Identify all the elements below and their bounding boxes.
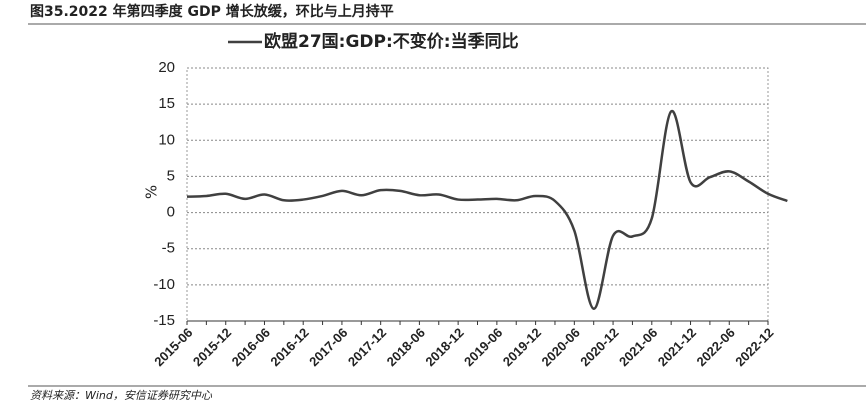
x-tick-label: 2021-06 (616, 325, 660, 369)
x-tick-label: 2020-06 (539, 325, 583, 369)
y-tick-label: 5 (167, 167, 175, 184)
legend-label: 欧盟27国:GDP:不变价:当季同比 (264, 31, 519, 52)
chart-title: 图35.2022 年第四季度 GDP 增长放缓，环比与上月持平 (30, 3, 394, 20)
y-tick-label: -5 (162, 240, 175, 257)
y-axis-label: % (143, 185, 161, 199)
x-tick-label: 2019-06 (461, 325, 505, 369)
y-tick-label: -10 (153, 276, 175, 293)
x-tick-label: 2017-12 (345, 325, 389, 369)
source: 资料来源：Wind，安信证券研究中心 (30, 389, 213, 402)
x-tick-label: 2015-06 (151, 325, 195, 369)
plot-frame (186, 67, 769, 322)
y-tick-label: 10 (158, 131, 175, 148)
x-tick-label: 2020-12 (577, 325, 621, 369)
x-tick-label: 2022-12 (732, 325, 776, 369)
y-tick-label: -15 (153, 312, 175, 329)
y-tick-label: 20 (158, 59, 175, 76)
x-tick-label: 2016-12 (267, 325, 311, 369)
y-tick-label: 0 (167, 204, 175, 221)
x-tick-label: 2019-12 (500, 325, 544, 369)
x-tick-label: 2022-06 (693, 325, 737, 369)
series-line (186, 110, 788, 310)
x-tick-label: 2018-06 (384, 325, 428, 369)
x-tick-label: 2018-12 (422, 325, 466, 369)
x-tick-label: 2016-06 (229, 325, 273, 369)
x-tick-label: 2015-12 (190, 325, 234, 369)
x-tick-label: 2021-12 (655, 325, 699, 369)
x-tick-label: 2017-06 (306, 325, 350, 369)
y-tick-label: 15 (158, 95, 175, 112)
